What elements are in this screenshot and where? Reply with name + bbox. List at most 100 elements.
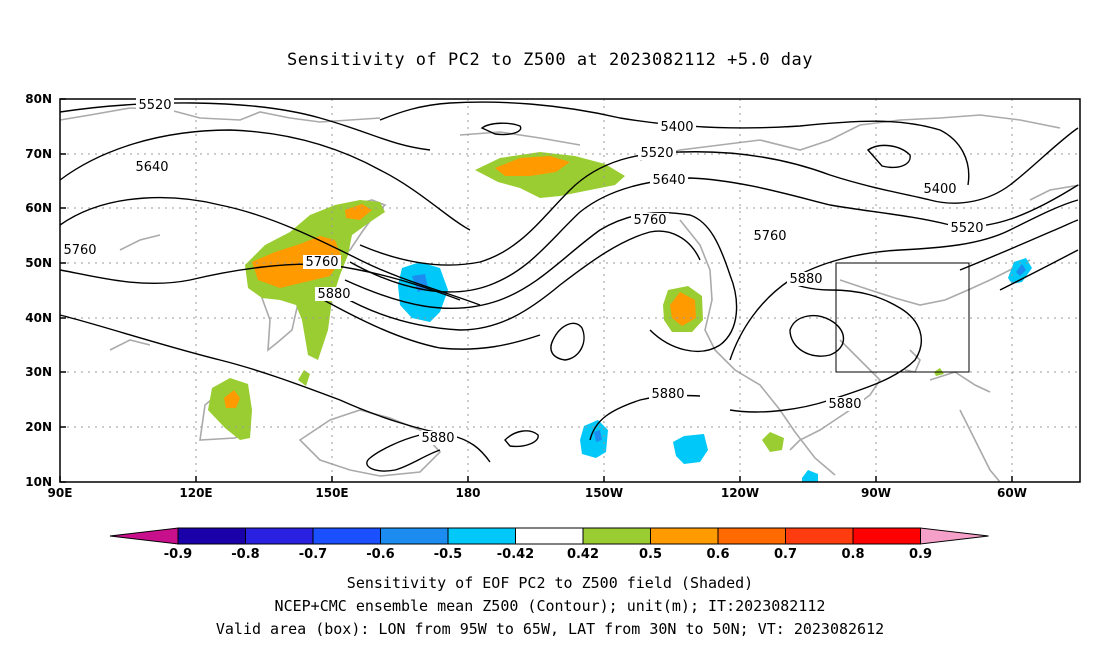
lat-tick-label: 80N (25, 92, 52, 106)
contour-label-bg (787, 272, 825, 286)
contour-label: 5760 (633, 213, 666, 228)
lon-tick-label: 150W (585, 486, 623, 500)
colorbar-label: 0.9 (909, 547, 932, 562)
shade-negative-cyan (802, 470, 818, 482)
z500-contours (59, 101, 1079, 472)
contour-label: 5400 (660, 120, 693, 135)
shade-positive-green (762, 432, 784, 452)
contour-labels: 5520 5640 5760 5760 5880 5400 5520 5640 5760 5760… (61, 98, 986, 446)
shade-positive-orange (224, 390, 240, 408)
shade-negative-cyan (673, 434, 708, 464)
contour-small-loop (480, 122, 522, 136)
colorbar: -0.9 -0.8 -0.7 -0.6 -0.5 -0.42 0.42 0.5 0.6 0.7 0.… (109, 527, 989, 562)
colorbar-low-arrow (109, 527, 179, 545)
shade-negative-blue (1016, 264, 1026, 276)
footer-line-2: NCEP+CMC ensemble mean Z500 (Contour); u… (274, 597, 826, 615)
footer-line-3: Valid area (box): LON from 95W to 65W, L… (215, 620, 885, 638)
contour-east-5520 (999, 249, 1079, 291)
colorbar-swatch (717, 527, 786, 545)
colorbar-label: -0.42 (497, 547, 534, 562)
contour-label: 5880 (789, 272, 822, 287)
contour-5880-sw (366, 434, 441, 472)
contour-label: 5520 (138, 98, 171, 113)
shade-positive-green (298, 370, 310, 386)
lat-tick-label: 50N (25, 256, 52, 270)
colorbar-label: 0.6 (706, 547, 729, 562)
colorbar-label: -0.6 (366, 547, 394, 562)
shade-negative-blue (594, 430, 602, 442)
colorbar-swatch (312, 527, 381, 545)
colorbar-label: 0.42 (567, 547, 599, 562)
contour-label: 5640 (652, 173, 685, 188)
colorbar-label: -0.8 (231, 547, 259, 562)
contour-label: 5400 (923, 182, 956, 197)
lon-tick-label: 60W (997, 486, 1027, 500)
contour-5760-b (59, 263, 461, 301)
contour-label-bg (751, 229, 789, 243)
contour-line-5 (339, 230, 701, 331)
lat-tick-label: 10N (25, 475, 52, 489)
contour-line-4 (344, 211, 738, 352)
colorbar-swatch (515, 527, 584, 545)
contour-label-bg (136, 98, 174, 112)
colorbar-label: 0.7 (774, 547, 797, 562)
valid-area-box (835, 262, 970, 373)
contour-low-loop (866, 144, 911, 169)
contour-label-bg (948, 221, 986, 235)
shade-positive-green (208, 378, 252, 440)
contour-label: 5520 (640, 146, 673, 161)
sensitivity-shading (208, 152, 1032, 482)
contour-label: 5760 (753, 229, 786, 244)
contour-line-6 (319, 297, 541, 350)
contour-5880-loop-b (550, 322, 585, 361)
contour-5880-loop-a (789, 314, 845, 357)
shade-positive-orange (495, 156, 570, 176)
lat-lon-grid (60, 99, 1080, 482)
contour-east-5760 (729, 199, 1079, 361)
contour-line-2 (359, 127, 1079, 266)
contour-label-bg (61, 243, 99, 257)
lon-tick-label: 180 (455, 486, 480, 500)
colorbar-label: 0.5 (639, 547, 662, 562)
shade-positive-orange (252, 236, 342, 288)
lon-tick-label: 150E (315, 486, 348, 500)
footer-line-1: Sensitivity of EOF PC2 to Z500 field (Sh… (346, 574, 754, 592)
contour-label-bg (826, 397, 864, 411)
contour-5880-ridge (729, 281, 923, 413)
contour-label: 5880 (651, 387, 684, 402)
contour-label: 5760 (305, 255, 338, 270)
contour-label: 5880 (828, 397, 861, 412)
contour-5520-west (59, 102, 431, 151)
contour-label-bg (315, 287, 353, 301)
lat-tick-label: 20N (25, 420, 52, 434)
contour-line-1 (379, 101, 970, 186)
lat-tick-label: 60N (25, 201, 52, 215)
map-frame (59, 98, 1081, 483)
colorbar-swatch (245, 527, 314, 545)
colorbar-label: 0.8 (841, 547, 864, 562)
contour-5640-west (59, 129, 471, 231)
contour-label: 5880 (317, 287, 350, 302)
colorbar-swatch (177, 527, 246, 545)
contour-label-bg (419, 431, 457, 445)
colorbar-swatch (582, 527, 651, 545)
lon-tick-label: 120W (721, 486, 759, 500)
lon-tick-label: 90E (48, 486, 73, 500)
contour-label-bg (649, 387, 687, 401)
contour-label: 5640 (135, 160, 168, 175)
colorbar-swatch (380, 527, 449, 545)
contour-label: 5760 (63, 243, 96, 258)
lat-tick-label: 70N (25, 147, 52, 161)
contour-label-bg (658, 120, 696, 134)
colorbar-swatch (650, 527, 719, 545)
contour-label-bg (631, 213, 669, 227)
colorbar-label: -0.9 (164, 547, 192, 562)
shade-positive-green (245, 200, 385, 360)
contour-5760-west (59, 196, 481, 306)
contour-label: 5520 (950, 221, 983, 236)
colorbar-label: -0.7 (299, 547, 327, 562)
contour-label-bg (133, 160, 171, 174)
colorbar-label: -0.5 (434, 547, 462, 562)
